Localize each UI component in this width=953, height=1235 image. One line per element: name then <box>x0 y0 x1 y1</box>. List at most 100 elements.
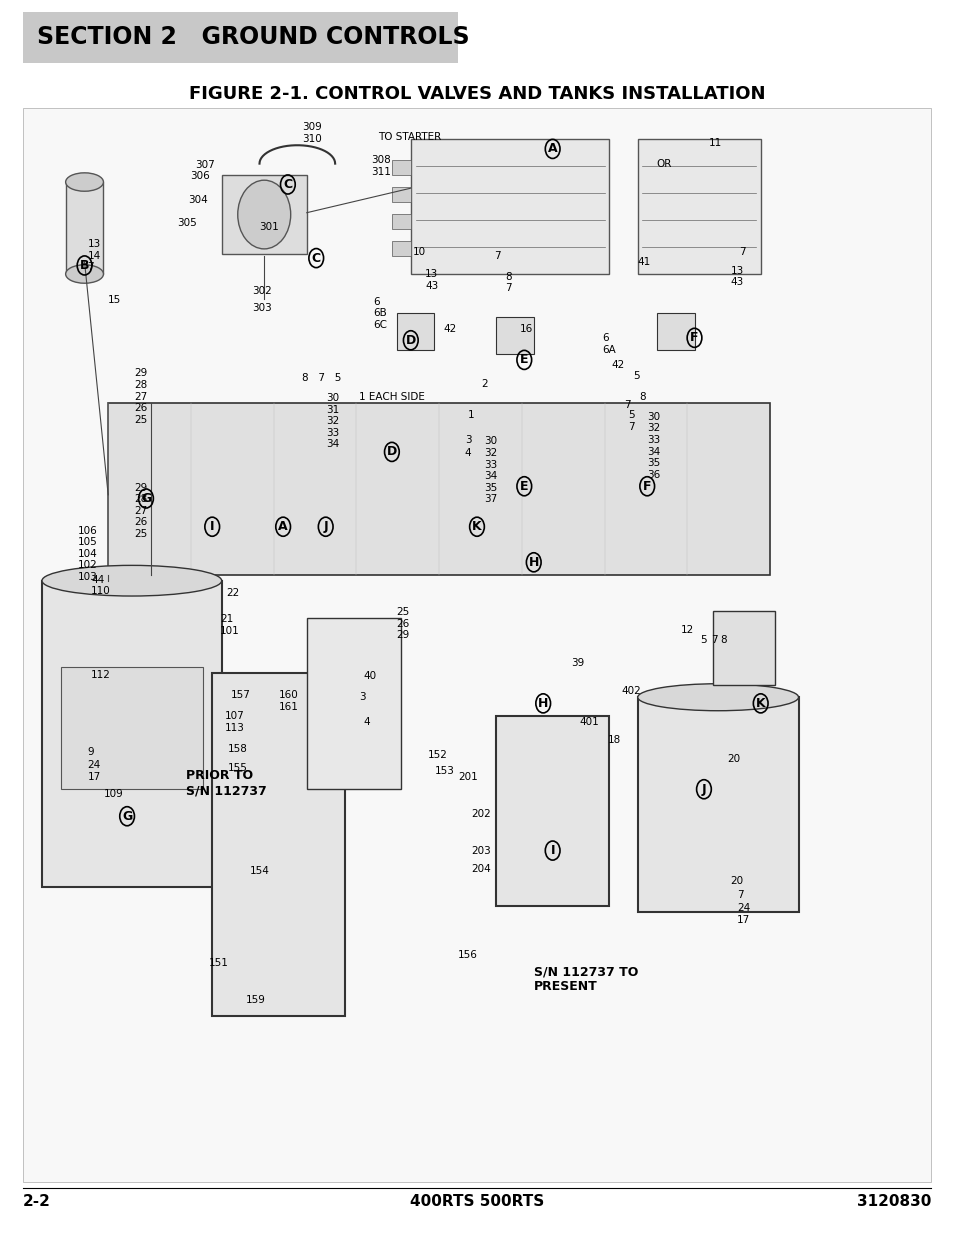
Text: SECTION 2   GROUND CONTROLS: SECTION 2 GROUND CONTROLS <box>37 25 470 49</box>
Text: 301: 301 <box>259 222 279 232</box>
Text: 29
28
27
26
25: 29 28 27 26 25 <box>134 483 148 538</box>
Text: 24: 24 <box>88 760 100 769</box>
Ellipse shape <box>66 264 103 283</box>
Text: 30
32
33
34
35
36: 30 32 33 34 35 36 <box>646 411 659 479</box>
Text: 204: 204 <box>471 864 491 874</box>
Text: E: E <box>519 353 528 367</box>
Bar <box>66 182 103 274</box>
Bar <box>392 241 411 256</box>
Text: G: G <box>122 810 132 823</box>
Text: A: A <box>547 142 557 156</box>
Text: TO STARTER: TO STARTER <box>377 132 440 142</box>
Text: 203: 203 <box>471 846 491 856</box>
Text: S/N 112737 TO
PRESENT: S/N 112737 TO PRESENT <box>533 966 638 993</box>
Text: B: B <box>80 259 90 272</box>
Text: 159: 159 <box>246 995 266 1005</box>
Bar <box>221 174 307 254</box>
Text: 8   7   5: 8 7 5 <box>302 373 341 383</box>
Text: 40: 40 <box>363 672 376 682</box>
Text: 7: 7 <box>624 400 631 410</box>
Text: 17: 17 <box>737 915 749 925</box>
Text: 303: 303 <box>252 304 272 314</box>
Text: J: J <box>700 783 705 795</box>
Text: H: H <box>537 697 548 710</box>
Text: 30
31
32
33
34: 30 31 32 33 34 <box>325 393 338 450</box>
Text: 13
43: 13 43 <box>730 266 743 288</box>
Text: 13
14
7: 13 14 7 <box>88 240 100 272</box>
Text: 11: 11 <box>708 138 721 148</box>
Text: 302: 302 <box>252 287 272 296</box>
Text: 21
101: 21 101 <box>219 614 239 636</box>
Text: 22: 22 <box>226 588 239 598</box>
Text: 8: 8 <box>720 635 726 645</box>
Text: A: A <box>278 520 288 534</box>
Text: 8
7: 8 7 <box>505 272 512 294</box>
Text: 152: 152 <box>427 750 447 760</box>
Text: 1 EACH SIDE: 1 EACH SIDE <box>358 391 424 401</box>
Text: 13
43: 13 43 <box>424 269 437 291</box>
Text: 109: 109 <box>103 789 123 799</box>
Text: F: F <box>690 331 698 345</box>
Bar <box>307 618 401 789</box>
Text: 202: 202 <box>471 809 491 819</box>
Text: 160
161: 160 161 <box>278 690 298 711</box>
Text: 153: 153 <box>434 766 454 776</box>
Text: 25
26
29: 25 26 29 <box>396 608 410 640</box>
Bar <box>496 715 609 905</box>
Text: 4: 4 <box>363 716 370 726</box>
Text: 24: 24 <box>737 903 749 913</box>
Ellipse shape <box>638 684 798 710</box>
Text: 3: 3 <box>464 435 471 445</box>
Bar <box>496 317 533 353</box>
Text: D: D <box>405 333 416 347</box>
Text: 30
32
33
34
35
37: 30 32 33 34 35 37 <box>484 436 497 504</box>
Text: 7: 7 <box>711 635 718 645</box>
Text: 42: 42 <box>443 325 456 335</box>
Text: 5
7: 5 7 <box>628 410 635 432</box>
Text: 3120830: 3120830 <box>856 1194 930 1209</box>
Text: 305: 305 <box>177 217 196 227</box>
Text: 18: 18 <box>607 735 620 745</box>
Ellipse shape <box>66 173 103 191</box>
Text: E: E <box>519 479 528 493</box>
Text: 7: 7 <box>739 247 745 257</box>
Text: 156: 156 <box>457 950 477 960</box>
Text: 8: 8 <box>639 391 645 401</box>
Text: D: D <box>386 446 396 458</box>
Text: I: I <box>550 844 555 857</box>
Text: C: C <box>283 178 293 191</box>
Bar <box>61 667 203 789</box>
Text: 16: 16 <box>519 325 532 335</box>
Text: 3: 3 <box>358 693 365 703</box>
Text: 106
105
104
102
103: 106 105 104 102 103 <box>78 526 97 582</box>
Text: J: J <box>323 520 328 534</box>
Bar <box>392 186 411 201</box>
Text: G: G <box>141 492 151 505</box>
Bar <box>392 161 411 174</box>
Text: 7: 7 <box>737 889 743 900</box>
Text: C: C <box>312 252 320 264</box>
Text: 306: 306 <box>191 170 210 180</box>
Text: 5: 5 <box>633 370 639 380</box>
Bar <box>392 214 411 228</box>
Text: 5: 5 <box>700 635 706 645</box>
Text: 157: 157 <box>231 690 251 700</box>
Text: 151: 151 <box>208 958 228 968</box>
Text: 400RTS 500RTS: 400RTS 500RTS <box>410 1194 543 1209</box>
Text: 401: 401 <box>578 716 598 726</box>
Text: 4: 4 <box>464 448 471 458</box>
Text: 402: 402 <box>621 687 640 697</box>
Bar <box>713 611 774 685</box>
Text: F: F <box>642 479 651 493</box>
Text: 20: 20 <box>730 877 742 887</box>
Text: 9: 9 <box>88 747 94 757</box>
Text: FIGURE 2-1. CONTROL VALVES AND TANKS INSTALLATION: FIGURE 2-1. CONTROL VALVES AND TANKS INS… <box>189 85 764 103</box>
Circle shape <box>237 180 291 249</box>
Text: I: I <box>210 520 214 534</box>
Text: 44
110: 44 110 <box>91 574 111 597</box>
Text: 308
311: 308 311 <box>371 156 391 177</box>
Text: 154: 154 <box>250 867 270 877</box>
Ellipse shape <box>42 566 221 597</box>
Bar <box>638 698 798 911</box>
Bar <box>396 314 434 350</box>
